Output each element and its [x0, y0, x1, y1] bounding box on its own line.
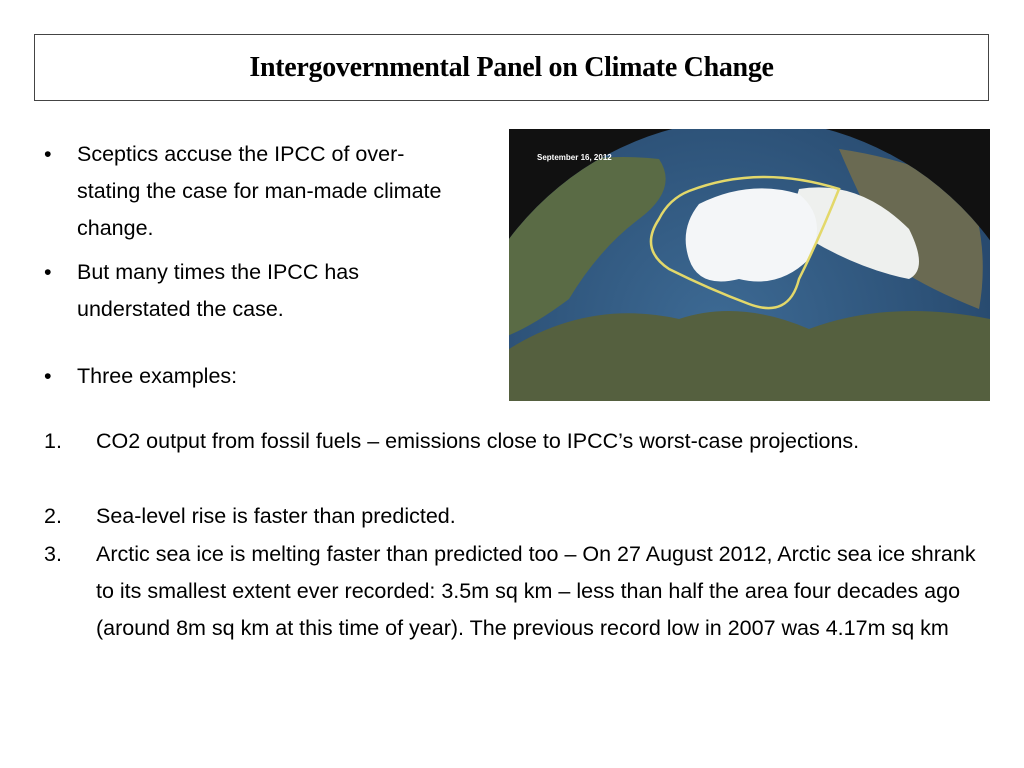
slide-title: Intergovernmental Panel on Climate Chang…	[249, 51, 774, 83]
list-text: Arctic sea ice is melting faster than pr…	[96, 542, 976, 640]
bullet-text: Three examples:	[77, 364, 238, 388]
list-number: 2.	[44, 504, 62, 528]
bullet-text: Sceptics accuse the IPCC of over-stating…	[77, 142, 442, 240]
title-box: Intergovernmental Panel on Climate Chang…	[34, 34, 989, 101]
bullet-marker: •	[44, 142, 52, 166]
list-text: CO2 output from fossil fuels – emissions…	[96, 429, 860, 453]
greenland-ice	[795, 187, 919, 279]
land	[509, 311, 990, 401]
bullet-marker: •	[44, 364, 52, 388]
image-caption: September 16, 2012	[537, 153, 612, 162]
median-extent-line	[649, 175, 841, 310]
list-number: 1.	[44, 429, 62, 453]
list-number: 3.	[44, 542, 62, 566]
bullet-text: But many times the IPCC has understated …	[77, 260, 359, 321]
sea-ice	[685, 188, 817, 282]
list-text: Sea-level rise is faster than predicted.	[96, 504, 456, 528]
arctic-image: September 16, 2012	[509, 129, 990, 401]
bullet-marker: •	[44, 260, 52, 284]
